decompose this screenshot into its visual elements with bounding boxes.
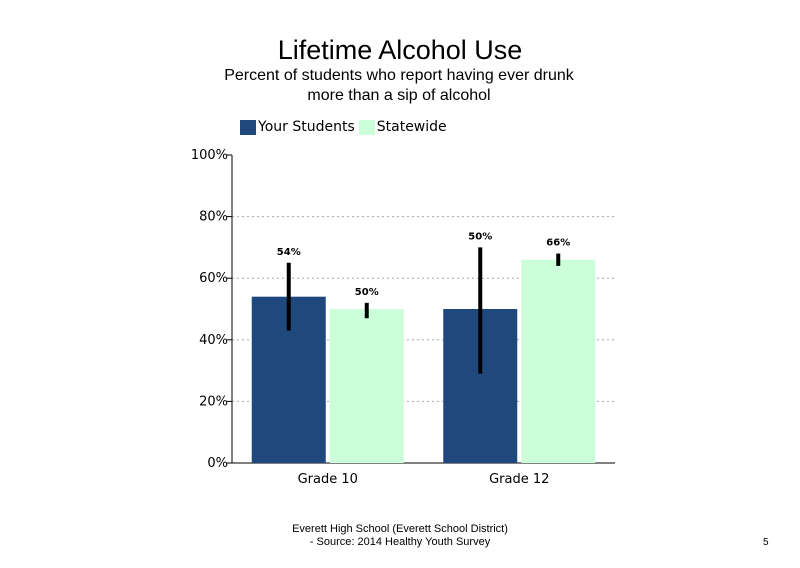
y-tick-label: 60% [199,271,228,286]
y-tick-label: 40% [199,333,228,348]
data-label: 50% [355,287,379,298]
footer-source: - Source: 2014 Healthy Youth Survey [309,536,491,548]
data-label: 66% [546,238,570,249]
chart-subtitle-line-2: more than a sip of alcohol [307,87,491,104]
data-label: 50% [468,231,492,242]
chart-title: Lifetime Alcohol Use [277,35,523,65]
legend-swatch-statewide [358,119,375,135]
y-tick-label: 20% [199,394,228,409]
legend-swatch-your-students [240,119,256,135]
x-tick-label: Grade 12 [489,472,549,487]
data-label: 54% [277,247,301,258]
x-tick-label: Grade 10 [298,472,358,487]
y-tick-label: 80% [199,210,228,225]
bar-statewide [521,259,596,463]
legend-label-your-students: Your Students [258,119,355,135]
page-number: 5 [763,537,769,548]
bar-statewide [329,309,404,463]
legend-item-your-students: Your Students [240,119,355,135]
chart-subtitle-line-1: Percent of students who report having ev… [224,67,574,84]
y-tick-label: 0% [207,456,228,471]
y-tick-label: 100% [191,148,228,163]
chart-subtitle: Percent of students who report having ev… [220,66,578,116]
legend-item-statewide: Statewide [358,119,447,135]
slide-footer: Everett High School (Everett School Dist… [200,523,600,549]
footer-school: Everett High School (Everett School Dist… [292,523,508,535]
chart-legend: Your Students Statewide [240,118,451,136]
legend-label-statewide: Statewide [376,119,447,135]
